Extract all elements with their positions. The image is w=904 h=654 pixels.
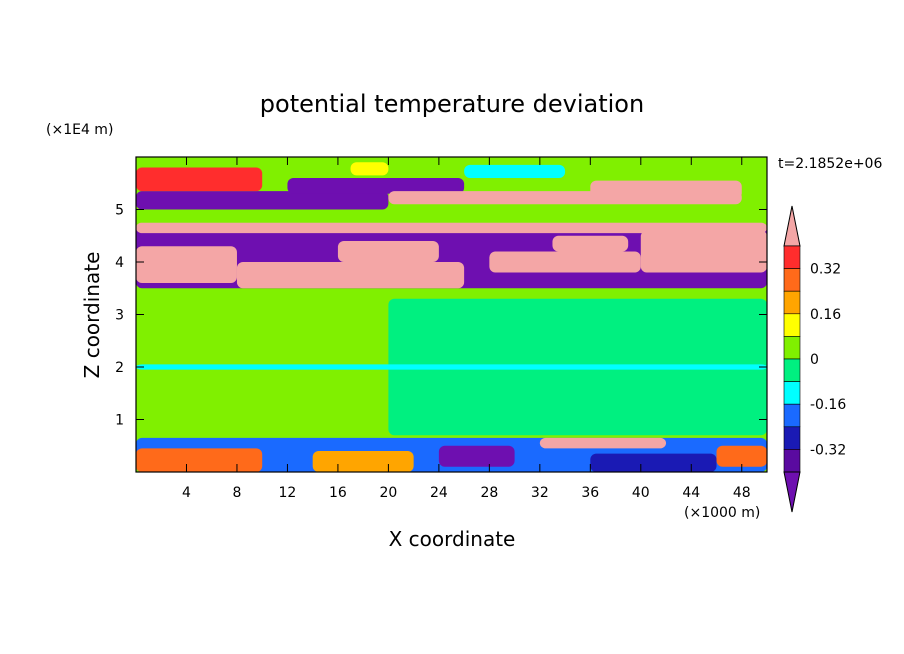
contour-region: [312, 451, 414, 472]
colorbar-band: [783, 268, 801, 292]
contour-region: [136, 167, 263, 192]
contour-region: [489, 251, 641, 273]
contour-fill-layer: [136, 157, 767, 472]
y-axis-unit: (×1E4 m): [46, 122, 113, 138]
contour-region: [136, 364, 767, 370]
x-tick-label: 12: [279, 485, 297, 501]
y-axis-ticks: 1 2 3 4 5: [115, 203, 767, 429]
colorbar-tick-label: -0.32: [810, 442, 846, 458]
contour-region: [590, 453, 717, 472]
y-tick-label: 2: [115, 360, 124, 376]
contour-region: [464, 164, 566, 178]
contour-region: [438, 445, 515, 467]
x-tick-label: 36: [581, 485, 599, 501]
contour-region: [136, 448, 263, 472]
contour-region: [350, 162, 389, 176]
contour-region: [136, 191, 389, 210]
colorbar-band: [783, 403, 801, 428]
colorbar-tick-label: 0: [810, 352, 819, 368]
x-tick-label: 40: [632, 485, 650, 501]
contour-region: [337, 241, 439, 262]
colorbar: 0.32 0.16 0 -0.16 -0.32: [783, 205, 846, 513]
x-tick-label: 4: [182, 485, 191, 501]
colorbar-band: [783, 245, 801, 269]
y-axis-label: Z coordinate: [80, 252, 104, 379]
colorbar-top-triangle: [783, 205, 801, 247]
colorbar-band: [783, 336, 801, 360]
contour-region: [287, 178, 465, 194]
colorbar-band: [783, 313, 801, 337]
chart-title: potential temperature deviation: [260, 90, 644, 118]
contour-region: [640, 230, 767, 273]
contour-region: [539, 437, 667, 449]
colorbar-tick-label: -0.16: [810, 397, 846, 413]
colorbar-tick-label: 0.16: [810, 307, 841, 323]
x-tick-label: 16: [329, 485, 347, 501]
x-tick-label: 20: [379, 485, 397, 501]
colorbar-band: [783, 449, 801, 473]
x-tick-label: 44: [682, 485, 700, 501]
contour-region: [716, 445, 767, 467]
colorbar-tick-label: 0.32: [810, 262, 841, 278]
contour-region: [136, 222, 767, 234]
time-label: t=2.1852e+06: [778, 156, 882, 172]
x-tick-label: 48: [733, 485, 751, 501]
contour-region: [236, 262, 465, 289]
y-tick-label: 5: [115, 203, 124, 219]
y-tick-label: 1: [115, 413, 124, 429]
colorbar-bottom-triangle: [783, 471, 801, 513]
x-axis-label: X coordinate: [389, 527, 516, 551]
x-axis-unit: (×1000 m): [684, 505, 760, 521]
contour-region: [590, 180, 742, 199]
colorbar-band: [783, 426, 801, 450]
colorbar-band: [783, 358, 801, 382]
y-tick-label: 4: [115, 255, 124, 271]
x-tick-label: 32: [531, 485, 549, 501]
x-axis-ticks: 4 8 12 16 20 24 28 32 36 40 44 48: [182, 157, 751, 501]
contour-region: [552, 235, 629, 252]
y-tick-label: 3: [115, 308, 124, 324]
contour-region: [136, 246, 237, 283]
colorbar-band: [783, 381, 801, 405]
x-tick-label: 28: [480, 485, 498, 501]
x-tick-label: 8: [232, 485, 241, 501]
x-tick-label: 24: [430, 485, 448, 501]
colorbar-band: [783, 290, 801, 315]
